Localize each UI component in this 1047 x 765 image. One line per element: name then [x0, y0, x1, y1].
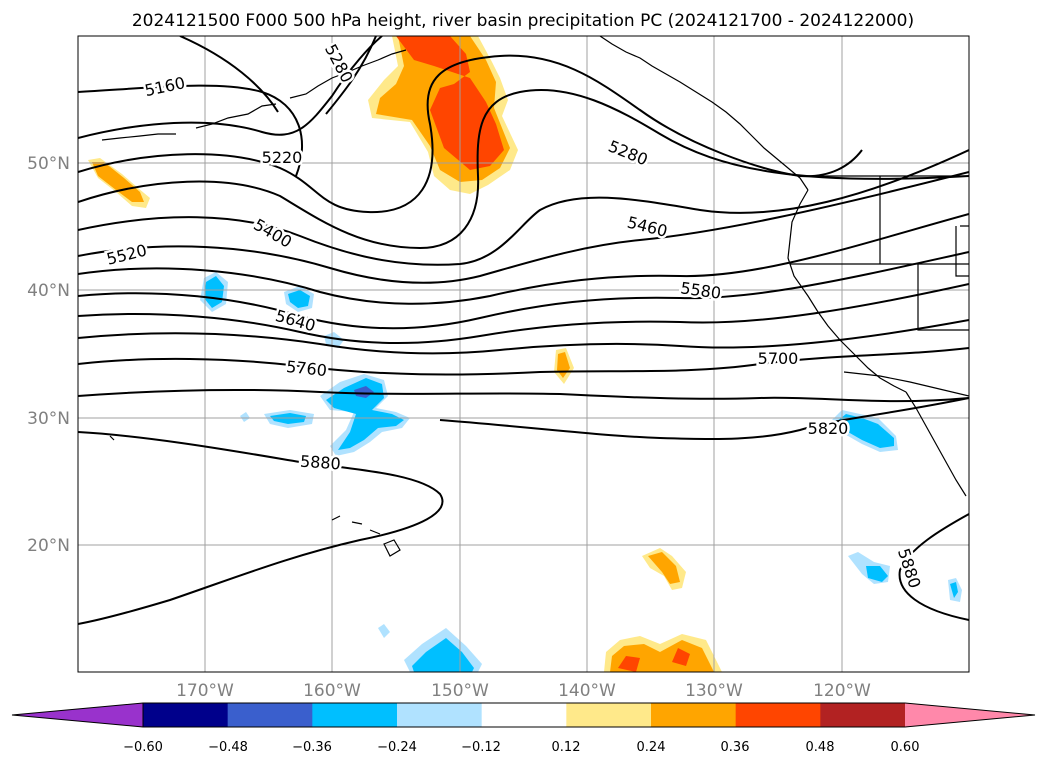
lon-label-120w: 120°W — [813, 681, 871, 701]
colorbar-cell — [481, 703, 567, 727]
colorbar-extension-min — [12, 703, 143, 727]
lon-label-170w: 170°W — [176, 681, 234, 701]
colorbar-tick-label: −0.36 — [292, 740, 332, 755]
contour-label-5700: 5700 — [758, 349, 799, 368]
lon-label-130w: 130°W — [685, 681, 743, 701]
colorbar-tick-label: −0.12 — [461, 740, 501, 755]
height-contours — [78, 36, 969, 625]
graticule — [78, 36, 969, 672]
colorbar-tick-label: −0.60 — [123, 740, 163, 755]
lat-label-30n: 30°N — [27, 409, 70, 429]
colorbar-tick-label: 0.60 — [891, 740, 920, 755]
lon-label-150w: 150°W — [431, 681, 489, 701]
colorbar-cell — [651, 703, 737, 727]
colorbar-cell — [566, 703, 652, 727]
contour-label-5880-west: 5880 — [299, 452, 341, 474]
colorbar-tick-label: 0.36 — [721, 740, 750, 755]
latitude-labels: 50°N 40°N 30°N 20°N — [27, 154, 70, 556]
contour-label-5220: 5220 — [262, 148, 303, 167]
lon-label-140w: 140°W — [558, 681, 616, 701]
colorbar-tick-label: −0.48 — [208, 740, 248, 755]
lat-label-40n: 40°N — [27, 281, 70, 301]
colorbar-cell — [820, 703, 906, 727]
colorbar-cells — [12, 703, 1035, 727]
colorbar-cell — [735, 703, 821, 727]
colorbar-cell — [397, 703, 483, 727]
longitude-labels: 170°W 160°W 150°W 140°W 130°W 120°W — [176, 681, 871, 701]
colorbar-tick-label: 0.48 — [806, 740, 835, 755]
colorbar-tick-label: 0.12 — [552, 740, 581, 755]
contour-label-5820: 5820 — [808, 419, 849, 438]
lat-label-50n: 50°N — [27, 154, 70, 174]
colorbar-tick-label: −0.24 — [377, 740, 417, 755]
colorbar-cell — [143, 703, 229, 727]
map-frame — [77, 35, 970, 673]
lat-label-20n: 20°N — [27, 536, 70, 556]
map-area: 5160 5220 5280 5280 5400 5460 5520 5580 … — [78, 36, 969, 672]
colorbar-cell — [227, 703, 313, 727]
colorbar-cell — [312, 703, 398, 727]
lon-label-160w: 160°W — [303, 681, 361, 701]
colorbar-outline — [11, 702, 1036, 728]
colorbar-tick-label: 0.24 — [637, 740, 666, 755]
precip-shading — [88, 36, 962, 672]
colorbar-extension-max — [905, 703, 1035, 727]
colorbar-ticks: −0.60 −0.48 −0.36 −0.24 −0.12 0.12 0.24 … — [123, 740, 919, 755]
figure-title: 2024121500 F000 500 hPa height, river ba… — [132, 11, 914, 31]
colorbar: −0.60 −0.48 −0.36 −0.24 −0.12 0.12 0.24 … — [11, 702, 1036, 755]
